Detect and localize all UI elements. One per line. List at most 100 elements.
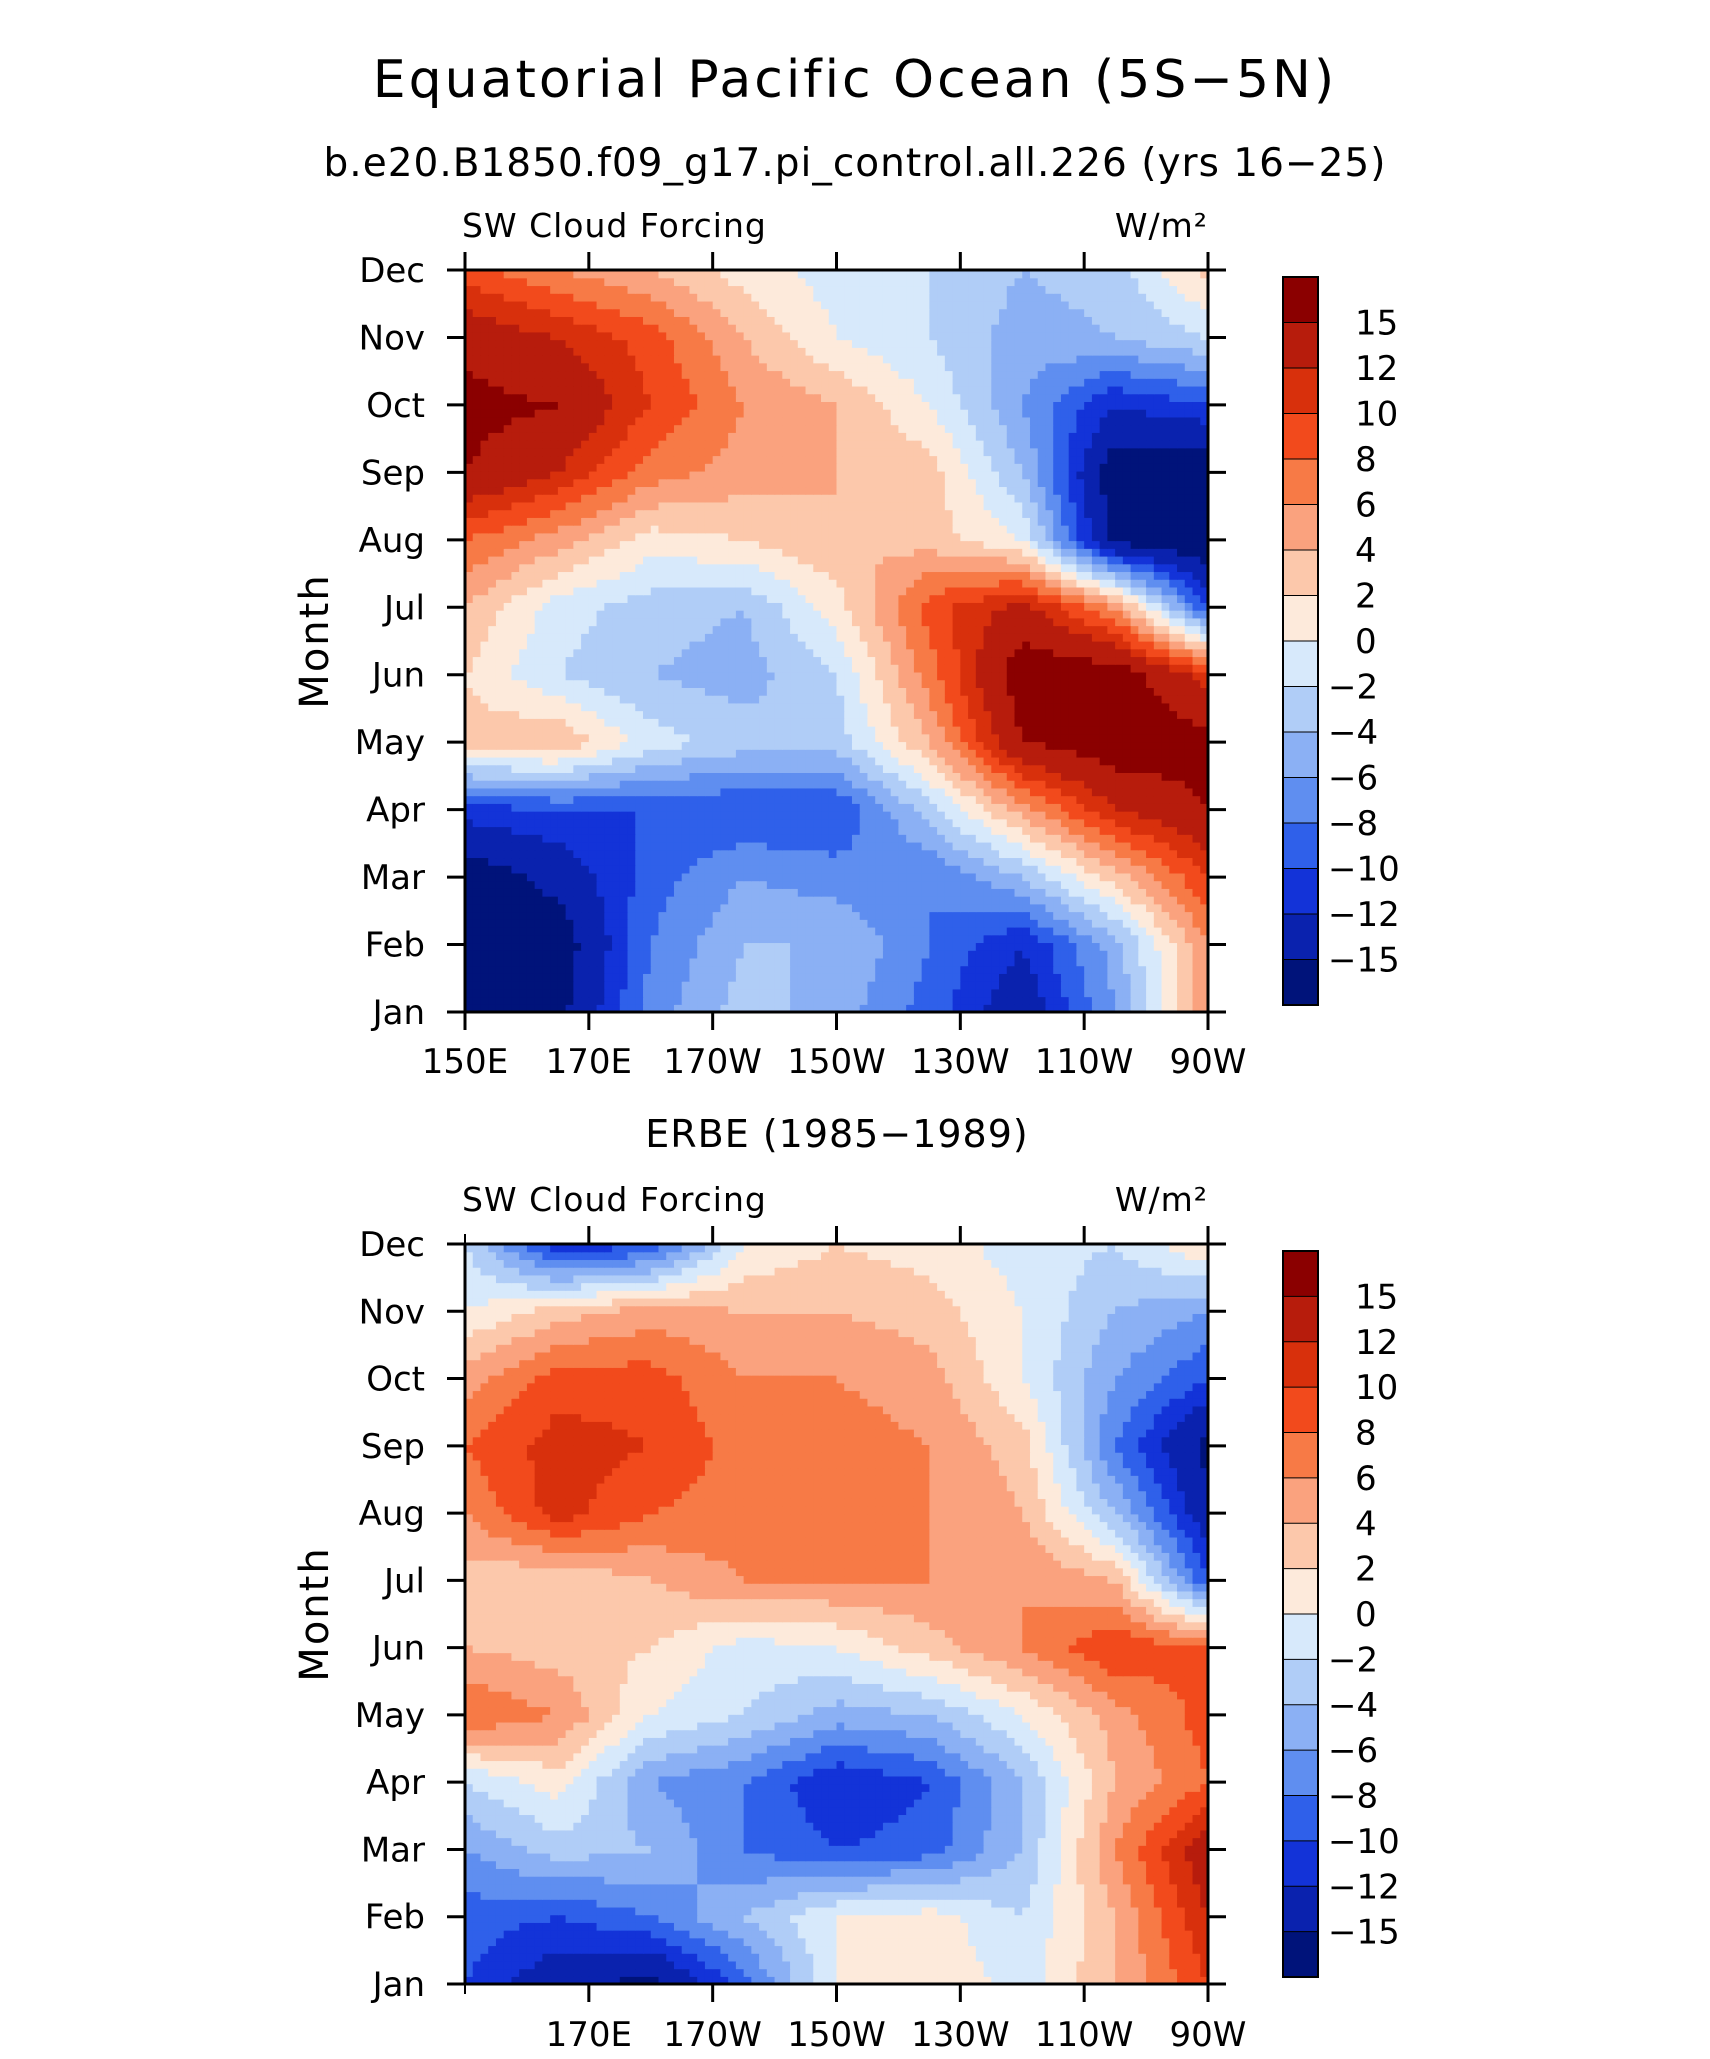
- contour-cell: [906, 865, 915, 874]
- contour-cell: [1053, 849, 1062, 859]
- contour-cell: [813, 919, 822, 928]
- contour-cell: [1014, 787, 1023, 797]
- contour-cell: [495, 749, 505, 758]
- contour-cell: [1006, 950, 1016, 959]
- contour-cell: [1060, 795, 1070, 804]
- contour-cell: [720, 803, 729, 812]
- contour-cell: [488, 772, 497, 781]
- contour-cell: [581, 934, 590, 944]
- contour-cell: [921, 1004, 930, 1013]
- contour-cell: [1037, 671, 1047, 681]
- contour-cell: [828, 926, 838, 936]
- contour-cell: [619, 957, 629, 967]
- contour-cell: [635, 826, 644, 835]
- contour-cell: [643, 625, 652, 634]
- contour-cell: [937, 679, 946, 688]
- contour-cell: [612, 888, 621, 897]
- contour-cell: [960, 710, 969, 719]
- contour-cell: [875, 695, 884, 704]
- contour-cell: [844, 934, 853, 944]
- contour-cell: [1169, 996, 1178, 1005]
- contour-cell: [790, 702, 799, 712]
- contour-cell: [960, 818, 969, 828]
- contour-cell: [890, 957, 900, 967]
- contour-cell: [666, 764, 675, 773]
- contour-cell: [511, 818, 520, 828]
- contour-cell: [511, 872, 520, 882]
- contour-cell: [1161, 710, 1170, 719]
- contour-cell: [681, 957, 691, 967]
- contour-cell: [1045, 981, 1054, 990]
- contour-cell: [495, 996, 505, 1005]
- contour-cell: [1130, 687, 1139, 696]
- contour-cell: [604, 787, 613, 797]
- contour-cell: [1014, 641, 1023, 650]
- contour-cell: [1068, 803, 1078, 812]
- contour-cell: [937, 988, 946, 998]
- contour-cell: [612, 617, 621, 627]
- contour-cell: [542, 702, 551, 712]
- contour-cell: [975, 795, 985, 804]
- contour-cell: [743, 841, 752, 851]
- contour-cell: [550, 679, 559, 688]
- contour-cell: [673, 957, 683, 967]
- contour-cell: [821, 872, 830, 882]
- contour-cell: [495, 834, 505, 843]
- contour-cell: [1184, 617, 1194, 627]
- contour-cell: [836, 610, 845, 619]
- contour-cell: [1169, 811, 1178, 820]
- contour-cell: [759, 648, 768, 658]
- contour-cell: [650, 811, 660, 820]
- contour-cell: [1107, 710, 1116, 719]
- contour-cell: [511, 903, 520, 913]
- contour-cell: [495, 981, 505, 990]
- contour-cell: [1060, 756, 1070, 766]
- contour-cell: [821, 911, 830, 920]
- contour-cell: [859, 610, 869, 619]
- contour-cell: [588, 880, 598, 889]
- contour-cell: [1053, 988, 1062, 998]
- contour-cell: [534, 648, 543, 658]
- contour-cell: [937, 888, 946, 897]
- contour-cell: [1146, 981, 1155, 990]
- contour-cell: [581, 671, 590, 681]
- contour-cell: [836, 957, 845, 967]
- contour-cell: [906, 811, 915, 820]
- contour-cell: [1091, 981, 1101, 990]
- contour-cell: [1177, 764, 1186, 773]
- contour-cell: [797, 780, 807, 789]
- contour-cell: [999, 787, 1008, 797]
- contour-cell: [557, 795, 567, 804]
- contour-cell: [1091, 803, 1101, 812]
- contour-cell: [503, 679, 513, 688]
- contour-cell: [658, 749, 667, 758]
- contour-cell: [612, 911, 621, 920]
- contour-cell: [844, 903, 853, 913]
- contour-cell: [944, 625, 954, 634]
- contour-cell: [557, 826, 567, 835]
- contour-cell: [635, 772, 644, 781]
- contour-cell: [743, 764, 752, 773]
- contour-cell: [1107, 733, 1116, 743]
- contour-cell: [1130, 726, 1139, 735]
- contour-cell: [991, 818, 1000, 828]
- contour-cell: [1029, 896, 1039, 905]
- contour-cell: [1138, 702, 1147, 712]
- contour-cell: [1138, 903, 1147, 913]
- contour-cell: [1076, 872, 1085, 882]
- contour-cell: [1099, 981, 1108, 990]
- contour-cell: [952, 811, 961, 820]
- contour-cell: [1184, 787, 1194, 797]
- contour-cell: [728, 641, 737, 650]
- contour-cell: [875, 981, 884, 990]
- contour-cell: [867, 934, 876, 944]
- contour-cell: [828, 880, 838, 889]
- contour-cell: [1200, 965, 1209, 974]
- contour-cell: [1200, 741, 1209, 750]
- contour-cell: [1161, 903, 1170, 913]
- contour-cell: [944, 710, 954, 719]
- contour-cell: [1060, 702, 1070, 712]
- contour-cell: [766, 988, 776, 998]
- contour-cell: [1200, 702, 1209, 712]
- contour-cell: [697, 926, 706, 936]
